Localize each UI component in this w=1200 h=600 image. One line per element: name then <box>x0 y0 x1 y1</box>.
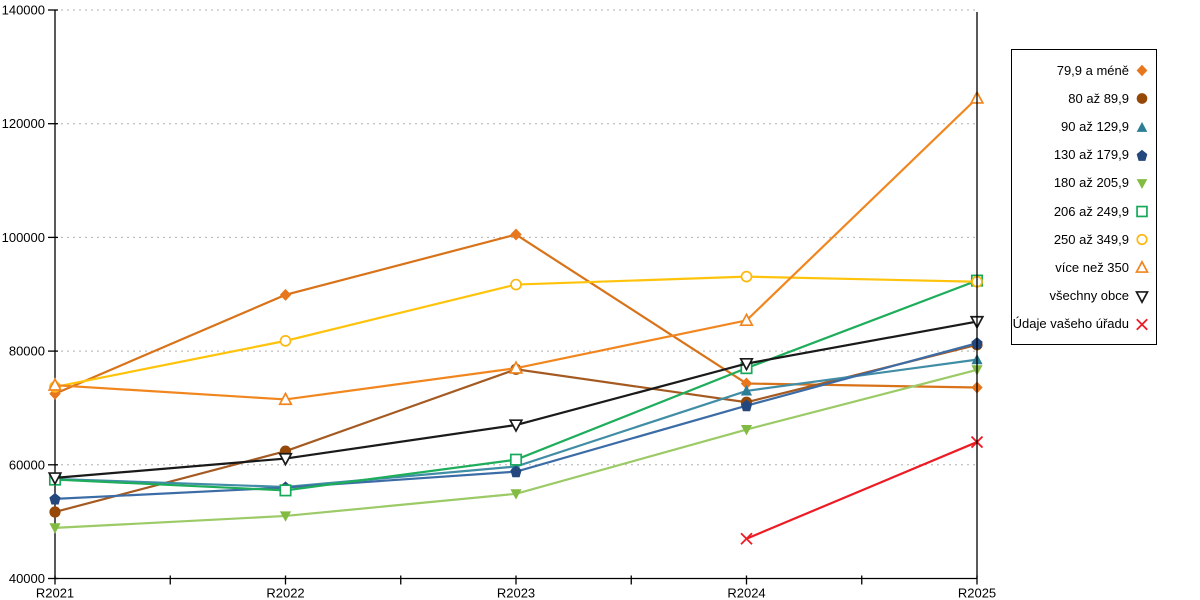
data-point-marker <box>740 532 753 545</box>
legend-item-label: 250 až 349,9 <box>1053 231 1129 247</box>
legend-item: 90 až 129,9 <box>1014 115 1150 139</box>
data-point-marker <box>1135 260 1149 274</box>
data-point-marker <box>508 419 524 433</box>
x-tick-label: R2022 <box>266 586 304 600</box>
legend-item: 79,9 a méně <box>1014 58 1150 82</box>
data-point-marker <box>508 360 524 374</box>
circle-open-legend-icon <box>1136 234 1148 246</box>
y-tick-label: 40000 <box>9 571 45 586</box>
data-point-marker <box>49 523 61 534</box>
data-point-marker <box>1136 93 1148 105</box>
data-point-marker <box>49 506 61 518</box>
y-tick-label: 120000 <box>2 116 45 131</box>
x-tick-label: R2023 <box>497 586 535 600</box>
legend-item-label: 90 až 129,9 <box>1061 119 1129 135</box>
data-point-marker <box>47 472 63 486</box>
data-point-marker <box>1135 290 1149 304</box>
data-point-marker <box>47 377 63 391</box>
legend-item: všechny obce <box>1014 284 1150 308</box>
data-point-marker <box>510 465 522 478</box>
legend-item: Údaje vašeho úřadu <box>1012 312 1150 336</box>
pentagon-filled-legend-icon <box>1136 149 1148 161</box>
legend-item-label: 80 až 89,9 <box>1068 90 1129 106</box>
triangle-down-filled-legend-icon <box>1136 178 1148 189</box>
legend-item-label: více než 350 <box>1055 259 1129 275</box>
x-tick-label: R2021 <box>36 586 74 600</box>
data-point-marker <box>510 228 522 241</box>
circle-filled-legend-icon <box>1136 93 1148 105</box>
data-point-marker <box>739 357 754 372</box>
data-point-marker <box>1136 121 1148 132</box>
y-tick-label: 100000 <box>2 230 45 245</box>
y-tick-label: 140000 <box>2 3 45 18</box>
data-point-marker <box>279 484 292 497</box>
data-point-marker <box>740 424 753 436</box>
data-point-marker <box>1136 64 1148 77</box>
series-130-a-179-9 <box>49 337 983 505</box>
legend-item-label: všechny obce <box>1049 288 1130 304</box>
diamond-filled-legend-icon <box>1136 64 1148 77</box>
data-point-marker <box>1136 178 1148 189</box>
data-point-marker <box>279 288 292 301</box>
chart-legend: 79,9 a méně 80 až 89,9 90 až 129,9 130 až 1… <box>1011 49 1157 345</box>
y-tick-label: 60000 <box>9 457 45 472</box>
data-point-marker <box>510 489 522 500</box>
data-point-marker <box>509 453 523 466</box>
legend-item: 130 až 179,9 <box>1014 143 1150 167</box>
legend-item-label: 180 až 205,9 <box>1053 175 1129 191</box>
legend-item-label: 79,9 a méně <box>1056 62 1129 78</box>
data-point-marker <box>49 492 61 505</box>
data-point-marker <box>279 511 292 522</box>
data-point-marker <box>740 399 753 412</box>
data-point-marker <box>740 385 753 396</box>
legend-item: 80 až 89,9 <box>1014 86 1150 110</box>
x-legend-icon <box>1136 318 1148 331</box>
series-180-a-205-9 <box>49 365 983 534</box>
legend-item: 250 až 349,9 <box>1014 227 1150 251</box>
legend-item-label: Údaje vašeho úřadu <box>1012 316 1129 332</box>
series-v-ce-ne-350 <box>47 90 985 406</box>
legend-item: více než 350 <box>1014 255 1150 279</box>
series--daje-va-eho-adu <box>740 435 984 545</box>
x-tick-label: R2025 <box>958 586 996 600</box>
data-point-marker <box>1136 205 1148 218</box>
data-point-marker <box>740 270 753 283</box>
triangle-up-open-legend-icon <box>1135 260 1149 274</box>
triangle-down-open-legend-icon <box>1135 290 1149 304</box>
data-point-marker <box>740 377 753 390</box>
data-point-marker <box>279 335 292 347</box>
data-point-marker <box>49 387 61 400</box>
data-point-marker <box>1136 318 1148 331</box>
data-point-marker <box>510 278 522 291</box>
y-tick-label: 80000 <box>9 344 45 359</box>
data-point-marker <box>278 452 293 467</box>
data-point-marker <box>739 312 754 327</box>
legend-item-label: 130 až 179,9 <box>1053 147 1129 163</box>
data-point-marker <box>1136 149 1148 161</box>
square-open-legend-icon <box>1136 205 1148 218</box>
data-point-marker <box>1136 234 1148 246</box>
legend-item-label: 206 až 249,9 <box>1053 203 1129 219</box>
data-point-marker <box>278 391 293 406</box>
legend-item: 180 až 205,9 <box>1014 171 1150 195</box>
triangle-up-filled-legend-icon <box>1136 121 1148 132</box>
series-250-a-349-9 <box>49 270 983 393</box>
legend-item: 206 až 249,9 <box>1014 199 1150 223</box>
x-tick-label: R2024 <box>727 586 765 600</box>
